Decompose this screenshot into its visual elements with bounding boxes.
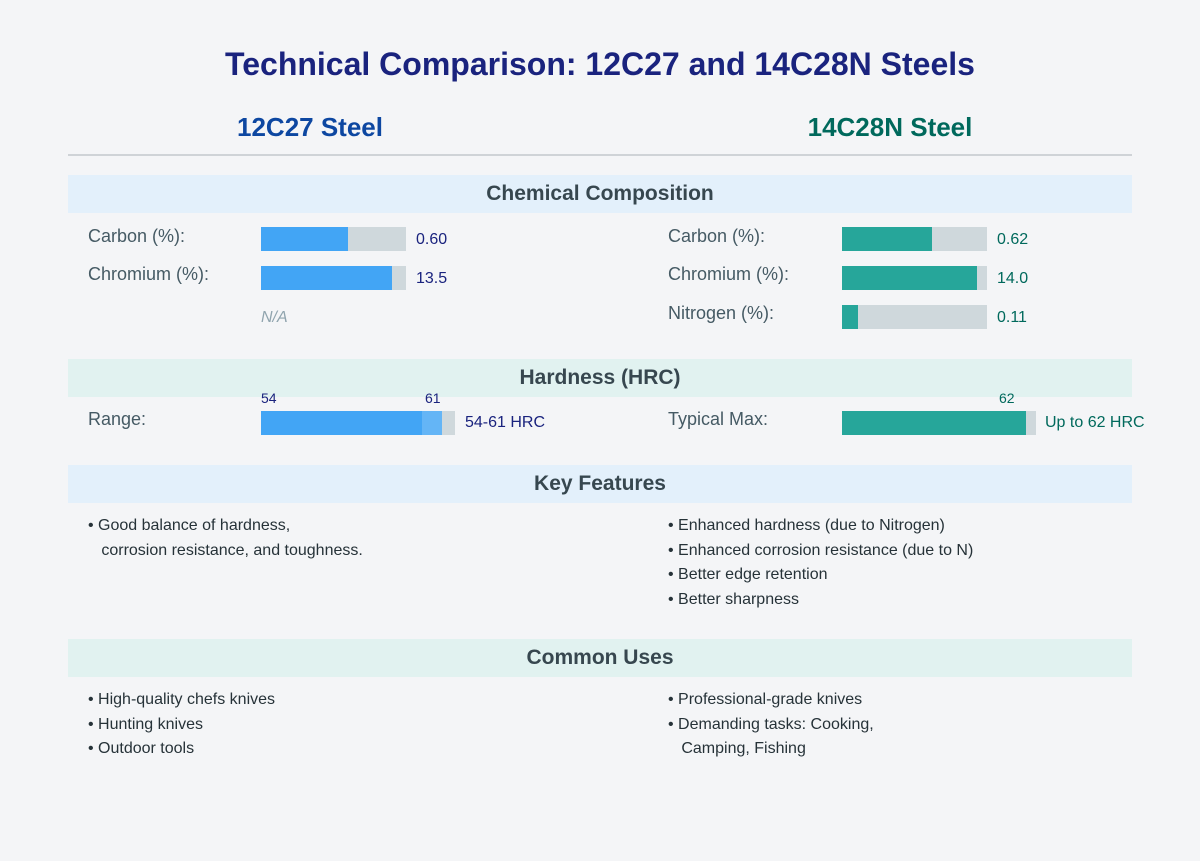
right-carbon-bar-track	[842, 227, 987, 251]
section-header-features: Key Features	[68, 465, 1132, 503]
right-chromium-value: 14.0	[997, 270, 1029, 287]
right-carbon-value: 0.62	[997, 231, 1029, 248]
list-item: • Good balance of hardness,	[88, 517, 291, 534]
right-hardness-bar-track	[842, 411, 1036, 435]
list-item: • Better sharpness	[668, 590, 799, 608]
left-chromium-label: Chromium (%):	[88, 264, 210, 284]
left-uses-list: • High-quality chefs knives • Hunting kn…	[88, 688, 275, 762]
list-item: • High-quality chefs knives	[88, 691, 276, 708]
list-item: • Outdoor tools	[88, 740, 195, 757]
list-item: corrosion resistance, and toughness.	[88, 541, 363, 559]
right-nitrogen-label: Nitrogen (%):	[668, 303, 775, 323]
right-nitrogen-value: 0.11	[997, 309, 1027, 326]
section-header-composition: Chemical Composition	[68, 175, 1132, 213]
left-hardness-text: 54-61 HRC	[465, 414, 546, 431]
list-item: • Better edge retention	[668, 566, 828, 583]
right-carbon-bar	[842, 227, 932, 251]
right-uses-list: • Professional-grade knives • Demanding …	[668, 688, 874, 762]
section-header-hardness: Hardness (HRC)	[68, 359, 1132, 397]
right-nitrogen-bar-track	[842, 305, 987, 329]
right-chromium-bar	[842, 266, 977, 290]
list-item: • Professional-grade knives	[668, 691, 863, 708]
header-divider	[68, 154, 1132, 156]
right-hardness-label: Typical Max:	[668, 409, 769, 429]
right-chromium-label: Chromium (%):	[668, 264, 790, 284]
left-hardness-max-tick: 61	[425, 390, 441, 406]
right-hardness-bar	[842, 411, 1026, 435]
left-hardness-label: Range:	[88, 409, 147, 429]
left-hardness-bar	[261, 411, 422, 435]
left-features-list: • Good balance of hardness, corrosion re…	[88, 514, 363, 563]
list-item: Camping, Fishing	[668, 740, 806, 757]
left-carbon-bar-track	[261, 227, 406, 251]
left-hardness-range-highlight	[422, 411, 442, 435]
left-carbon-value: 0.60	[416, 231, 448, 248]
right-features-list: • Enhanced hardness (due to Nitrogen) • …	[668, 514, 973, 612]
right-chromium-bar-track	[842, 266, 987, 290]
left-carbon-bar	[261, 227, 348, 251]
left-nitrogen-na: N/A	[261, 309, 288, 326]
section-header-uses: Common Uses	[68, 639, 1132, 677]
left-chromium-bar	[261, 266, 392, 290]
left-column-heading: 12C27 Steel	[237, 112, 383, 142]
right-carbon-label: Carbon (%):	[668, 226, 766, 246]
left-carbon-label: Carbon (%):	[88, 226, 186, 246]
left-chromium-value: 13.5	[416, 270, 448, 287]
left-chromium-bar-track	[261, 266, 406, 290]
left-hardness-min-tick: 54	[261, 390, 277, 406]
right-hardness-max-tick: 62	[999, 390, 1015, 406]
right-column-heading: 14C28N Steel	[807, 112, 973, 142]
right-hardness-text: Up to 62 HRC	[1045, 414, 1145, 431]
list-item: • Hunting knives	[88, 715, 203, 733]
left-hardness-bar-track	[261, 411, 455, 435]
page-title: Technical Comparison: 12C27 and 14C28N S…	[225, 46, 975, 82]
list-item: • Enhanced hardness (due to Nitrogen)	[668, 517, 945, 534]
right-nitrogen-bar	[842, 305, 858, 329]
list-item: • Enhanced corrosion resistance (due to …	[668, 541, 974, 559]
list-item: • Demanding tasks: Cooking,	[668, 715, 874, 733]
